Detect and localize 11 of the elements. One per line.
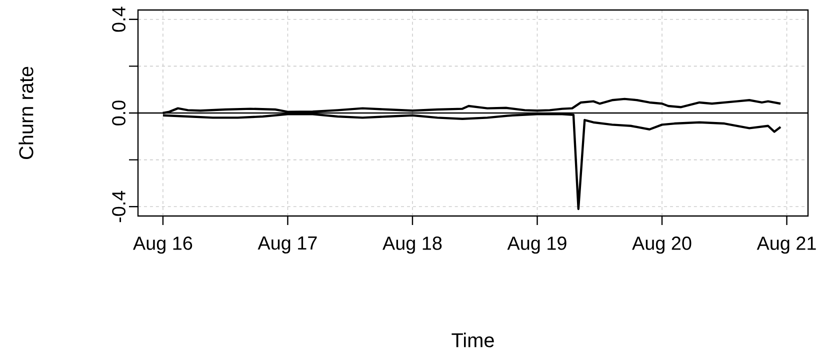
x-tick-label: Aug 21 [756, 236, 816, 254]
x-tick-label: Aug 18 [382, 236, 442, 254]
x-tick-label: Aug 20 [632, 236, 692, 254]
x-tick-label: Aug 19 [507, 236, 566, 254]
x-tick-label: Aug 16 [132, 236, 192, 254]
x-axis-title: Time [452, 332, 494, 348]
y-tick-label: 0.4 [112, 6, 126, 32]
y-tick-label: 0.0 [112, 100, 126, 126]
y-axis-title: Churn rate [18, 66, 34, 160]
x-tick-label: Aug 17 [258, 236, 317, 254]
y-tick-label: -0.4 [112, 190, 126, 222]
